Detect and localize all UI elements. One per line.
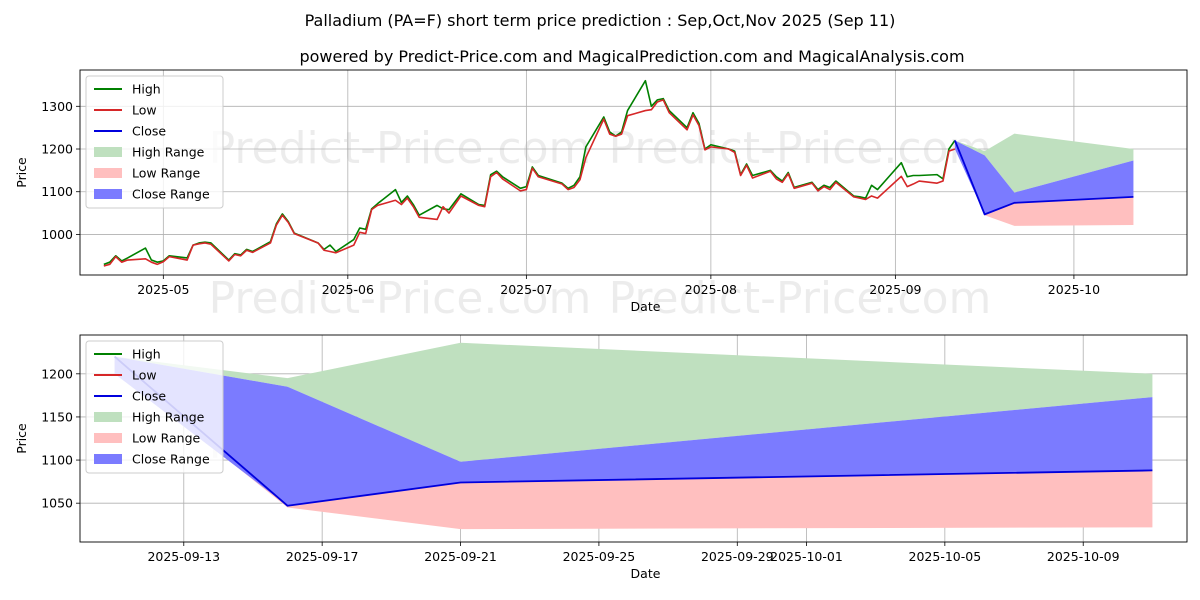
watermark-group: Predict-Price.com Predict-Price.com Predic… — [209, 123, 992, 324]
y-tick-label: 1200 — [41, 142, 73, 157]
legend-swatch — [94, 189, 122, 199]
watermark-text: Predict-Price.com — [609, 273, 992, 324]
low-range-band — [114, 360, 1153, 530]
x-tick-label: 2025-07 — [500, 282, 552, 297]
legend-label: Close — [132, 389, 166, 404]
high-range-band — [954, 133, 1134, 193]
x-tick-label: 2025-10-05 — [909, 549, 982, 564]
x-tick-label: 2025-10 — [1048, 282, 1100, 297]
y-tick-label: 1100 — [41, 453, 73, 468]
watermark-text: Predict-Price.com — [609, 123, 992, 174]
legend-swatch — [94, 454, 122, 464]
chart-subtitle: powered by Predict-Price.com and Magical… — [299, 47, 964, 66]
y-tick-label: 1000 — [41, 227, 73, 242]
plot-area — [103, 79, 1134, 267]
high-range-band — [114, 342, 1153, 462]
y-tick-label: 1200 — [41, 366, 73, 381]
legend-label: Close Range — [132, 452, 210, 467]
legend-label: Low — [132, 103, 157, 118]
x-tick-label: 2025-09-13 — [147, 549, 220, 564]
panel-bottom: Predict-Price.comPredict-Price.com2025-0… — [14, 334, 1188, 581]
low-range-band — [954, 142, 1134, 226]
chart-title: Palladium (PA=F) short term price predic… — [305, 11, 896, 30]
x-tick-label: 2025-10-09 — [1047, 549, 1120, 564]
x-axis: 2025-09-13 2025-09-17 2025-09-21 2025-09-25… — [147, 542, 1120, 581]
legend-label: High Range — [132, 145, 205, 160]
x-axis-title: Date — [631, 299, 661, 314]
legend-label: Close — [132, 124, 166, 139]
plot-frame — [79, 69, 1188, 276]
y-tick-label: 1150 — [41, 409, 73, 424]
legend-swatch — [94, 412, 122, 422]
y-axis: 1000 1100 1200 1300 Price — [14, 99, 80, 242]
legend-label: Low Range — [132, 166, 201, 181]
legend-label: Close Range — [132, 187, 210, 202]
legend-label: Low — [132, 368, 157, 383]
close-series-line — [954, 140, 1134, 216]
x-tick-label: 2025-09-25 — [563, 549, 636, 564]
legend: High Low Close High Range Low Range Close Ran… — [85, 75, 224, 209]
y-axis: 1050 1100 1150 1200 Price — [14, 366, 80, 511]
y-axis-title: Price — [14, 157, 29, 188]
legend-label: High — [132, 347, 161, 362]
x-tick-label: 2025-05 — [137, 282, 189, 297]
low-series-line — [103, 99, 956, 267]
watermark-text: Predict-Price.com — [209, 273, 592, 324]
x-tick-label: 2025-09-21 — [424, 549, 497, 564]
close-range-band — [114, 356, 1153, 506]
x-tick-label: 2025-09 — [869, 282, 921, 297]
legend-swatch — [94, 147, 122, 157]
x-axis-title: Date — [631, 566, 661, 581]
plot-frame — [79, 334, 1188, 543]
legend-label: High Range — [132, 410, 205, 425]
legend: High Low Close High Range Low Range Close Ran… — [85, 340, 224, 474]
watermark-text: Predict-Price.com — [209, 123, 592, 174]
x-axis: 2025-05 2025-06 2025-07 2025-08 2025-09 2025-… — [137, 275, 1100, 314]
x-tick-label: 2025-06 — [322, 282, 374, 297]
x-tick-label: 2025-10-01 — [770, 549, 843, 564]
x-tick-label: 2025-09-29 — [701, 549, 774, 564]
legend-label: Low Range — [132, 431, 201, 446]
x-tick-label: 2025-08 — [685, 282, 737, 297]
y-tick-label: 1300 — [41, 99, 73, 114]
y-tick-label: 1050 — [41, 496, 73, 511]
legend-swatch — [94, 433, 122, 443]
plot-area — [114, 342, 1153, 530]
y-tick-label: 1100 — [41, 184, 73, 199]
x-tick-label: 2025-09-17 — [286, 549, 359, 564]
close-range-band — [954, 140, 1134, 215]
panel-top: Predict-Price.com Predict-Price.com Predic… — [14, 69, 1188, 324]
y-axis-title: Price — [14, 423, 29, 454]
legend-label: High — [132, 82, 161, 97]
legend-swatch — [94, 168, 122, 178]
